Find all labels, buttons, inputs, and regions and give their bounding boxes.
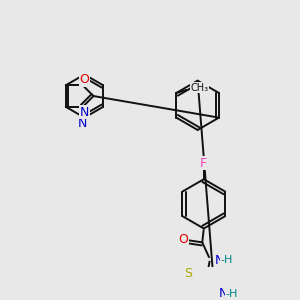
Text: N: N (214, 254, 224, 267)
Text: F: F (200, 157, 207, 169)
Text: S: S (184, 267, 192, 280)
Text: O: O (178, 233, 188, 246)
Text: -H: -H (225, 289, 238, 299)
Text: N: N (78, 116, 88, 130)
Text: -H: -H (221, 255, 233, 265)
Text: N: N (80, 106, 89, 119)
Text: N: N (219, 287, 229, 300)
Text: CH₃: CH₃ (190, 82, 208, 93)
Text: O: O (79, 74, 89, 86)
